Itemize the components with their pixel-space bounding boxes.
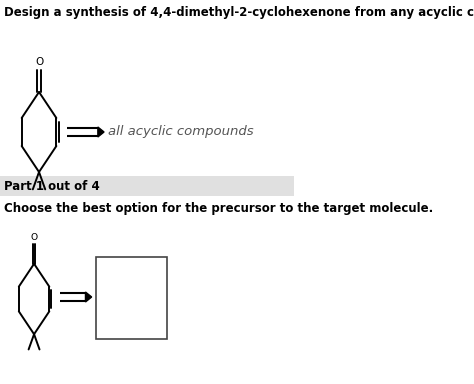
Text: Design a synthesis of 4,4-dimethyl-2-cyclohexenone from any acyclic compounds.: Design a synthesis of 4,4-dimethyl-2-cyc…	[4, 6, 474, 19]
Text: all acyclic compounds: all acyclic compounds	[108, 126, 254, 139]
Text: Choose the best option for the precursor to the target molecule.: Choose the best option for the precursor…	[4, 202, 433, 215]
Text: O: O	[30, 233, 37, 242]
Bar	[96, 257, 167, 339]
Text: Part 1 out of 4: Part 1 out of 4	[4, 179, 100, 192]
Polygon shape	[85, 292, 91, 302]
Text: O: O	[35, 57, 43, 67]
Polygon shape	[98, 127, 104, 137]
Bar	[0, 176, 293, 196]
